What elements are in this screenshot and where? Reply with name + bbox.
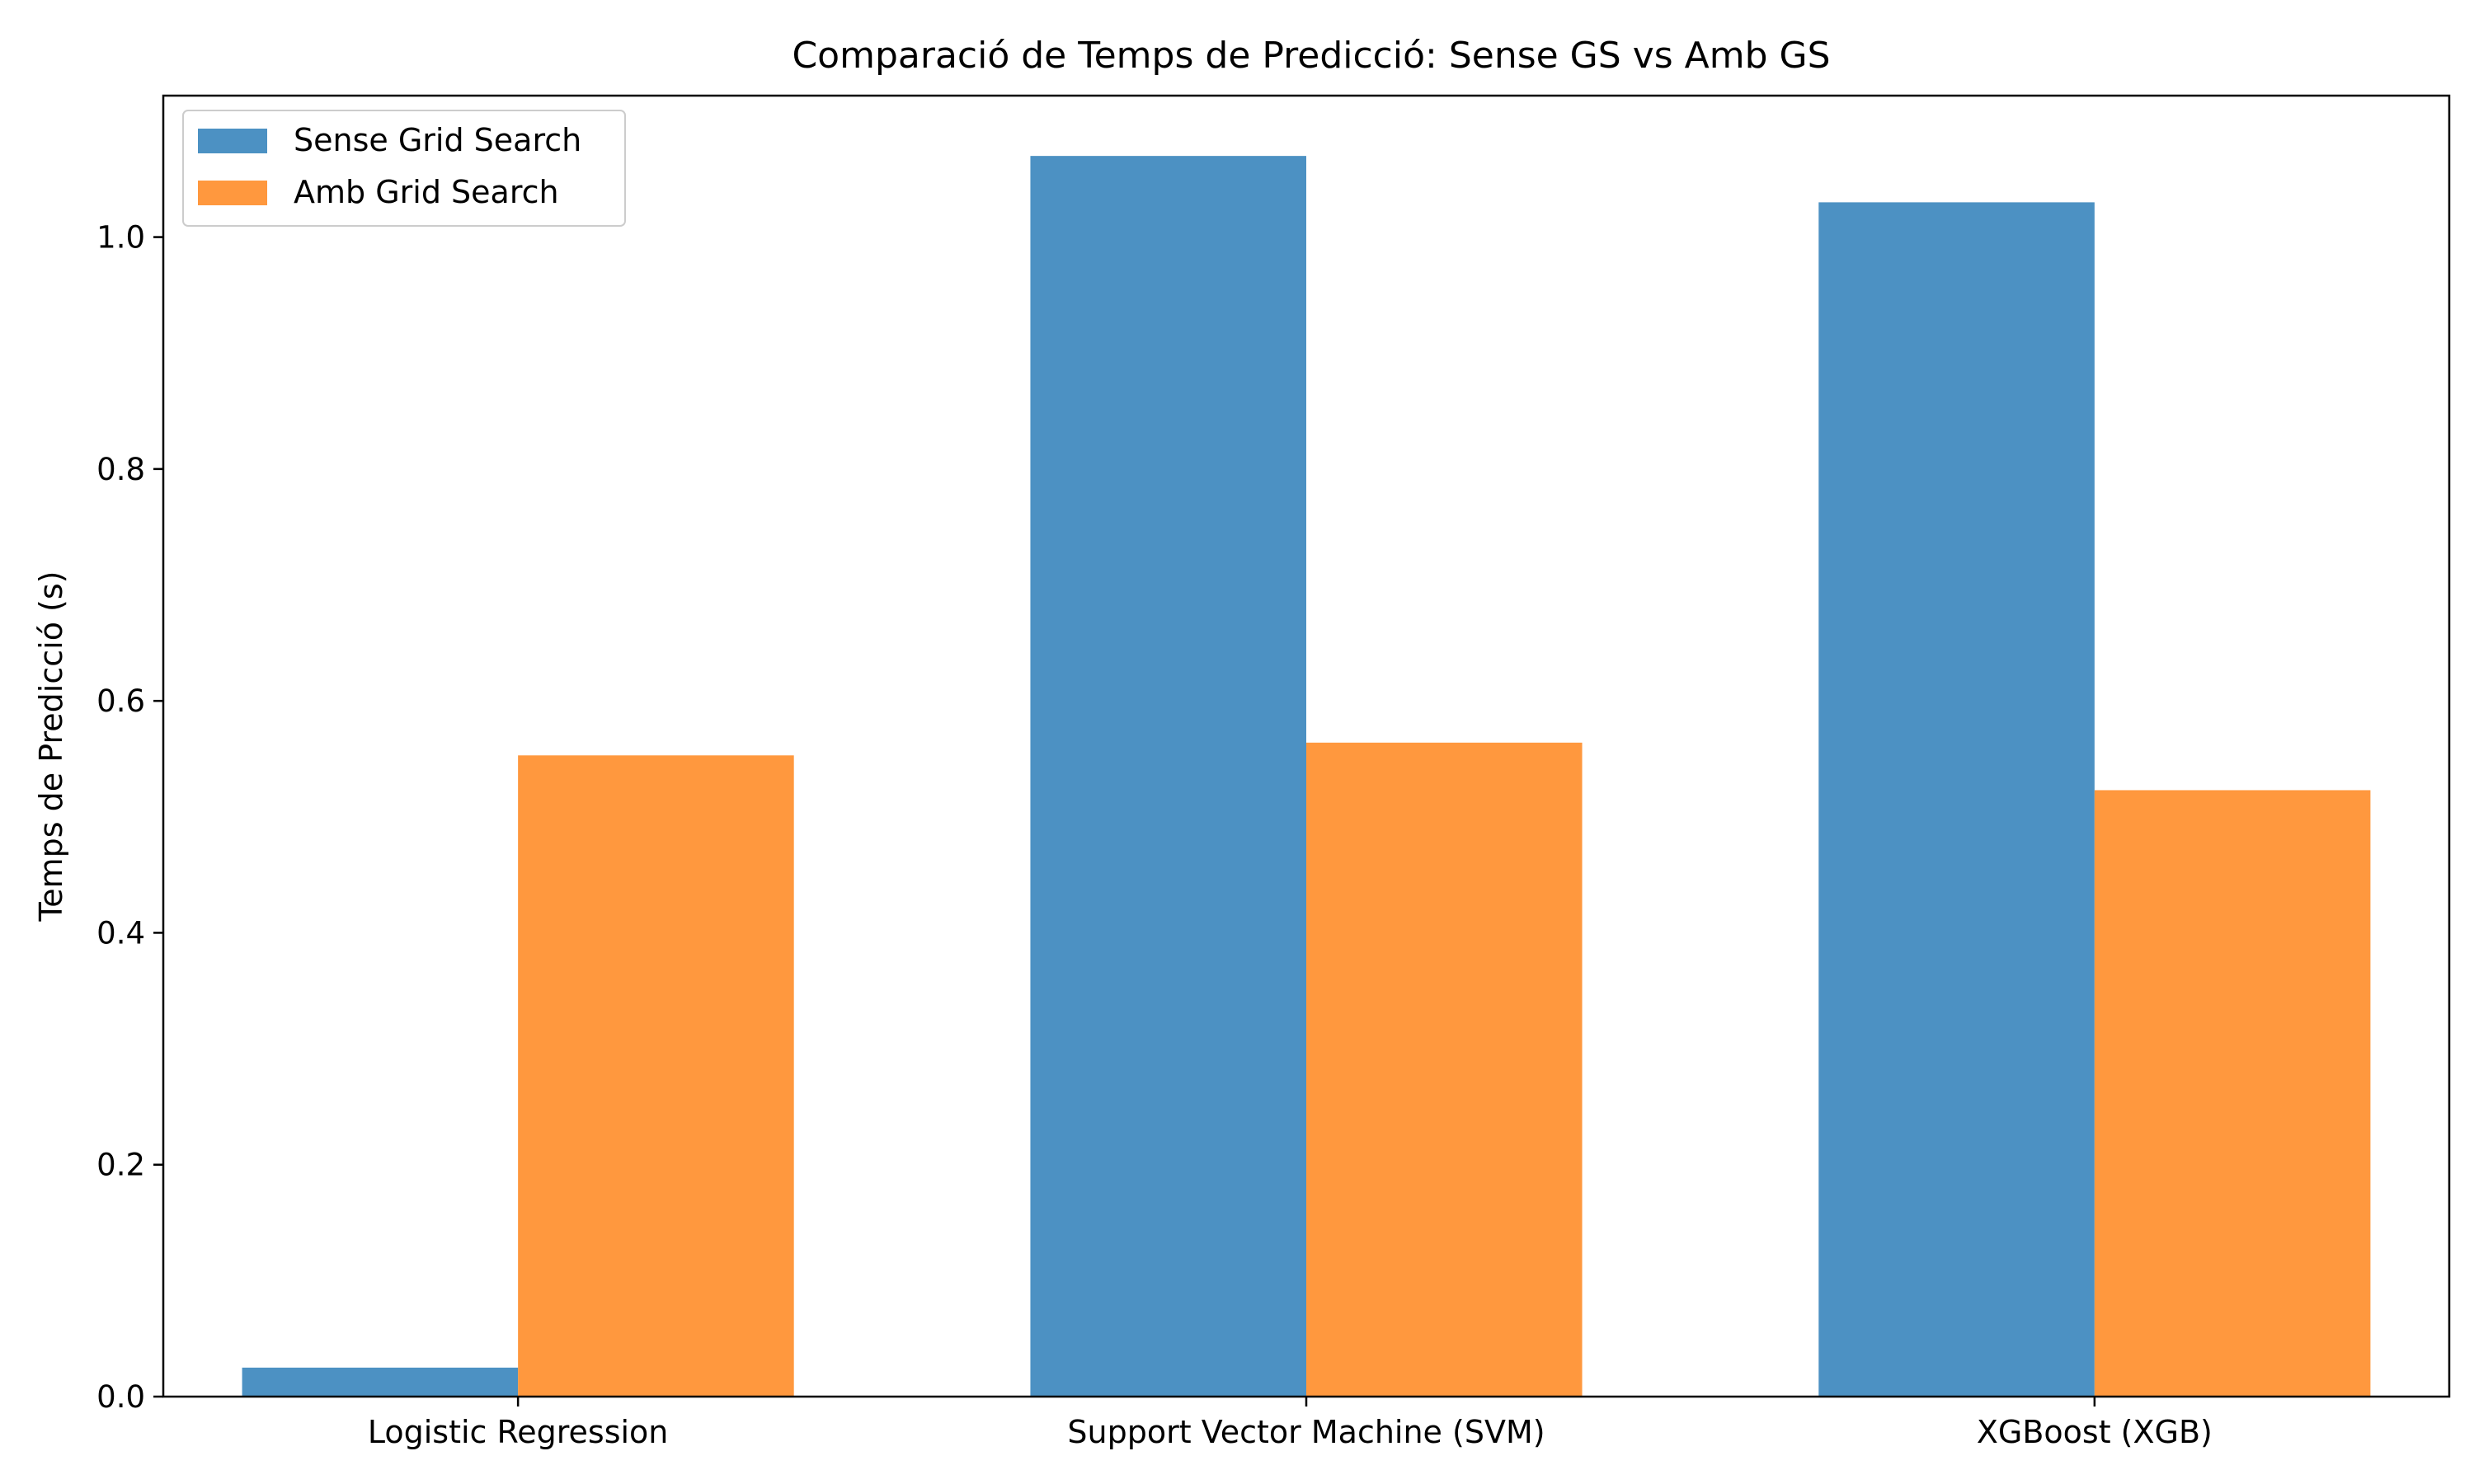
x-axis: Logistic Regression Support Vector Machin… bbox=[368, 1397, 2213, 1450]
x-tick-label: Support Vector Machine (SVM) bbox=[1067, 1414, 1545, 1450]
y-tick-label: 0.0 bbox=[96, 1379, 145, 1415]
bars-layer bbox=[242, 156, 2371, 1397]
legend-swatch-sense-gs bbox=[198, 129, 267, 153]
chart-title: Comparació de Temps de Predicció: Sense … bbox=[792, 35, 1830, 77]
y-tick-label: 0.4 bbox=[96, 915, 145, 951]
bar-sense-gs-1 bbox=[1030, 156, 1306, 1397]
y-tick-label: 0.6 bbox=[96, 683, 145, 719]
y-tick-label: 0.2 bbox=[96, 1148, 145, 1183]
bar-amb-gs-1 bbox=[1306, 742, 1583, 1397]
bar-sense-gs-0 bbox=[242, 1367, 519, 1397]
legend-label-amb-gs: Amb Grid Search bbox=[294, 174, 559, 210]
y-tick-label: 0.8 bbox=[96, 452, 145, 487]
bar-sense-gs-2 bbox=[1818, 202, 2095, 1397]
legend-box bbox=[182, 110, 626, 227]
x-tick-label: Logistic Regression bbox=[368, 1414, 669, 1450]
bar-amb-gs-2 bbox=[2094, 790, 2371, 1397]
y-tick-label: 1.0 bbox=[96, 220, 145, 256]
y-axis: 0.0 0.2 0.4 0.6 0.8 1.0 bbox=[96, 220, 163, 1415]
legend-swatch-amb-gs bbox=[198, 181, 267, 205]
y-axis-label: Temps de Predicció (s) bbox=[33, 571, 69, 923]
x-tick-label: XGBoost (XGB) bbox=[1977, 1414, 2213, 1450]
legend-label-sense-gs: Sense Grid Search bbox=[294, 122, 581, 158]
bar-amb-gs-0 bbox=[518, 755, 794, 1397]
legend: Sense Grid Search Amb Grid Search bbox=[182, 110, 626, 227]
